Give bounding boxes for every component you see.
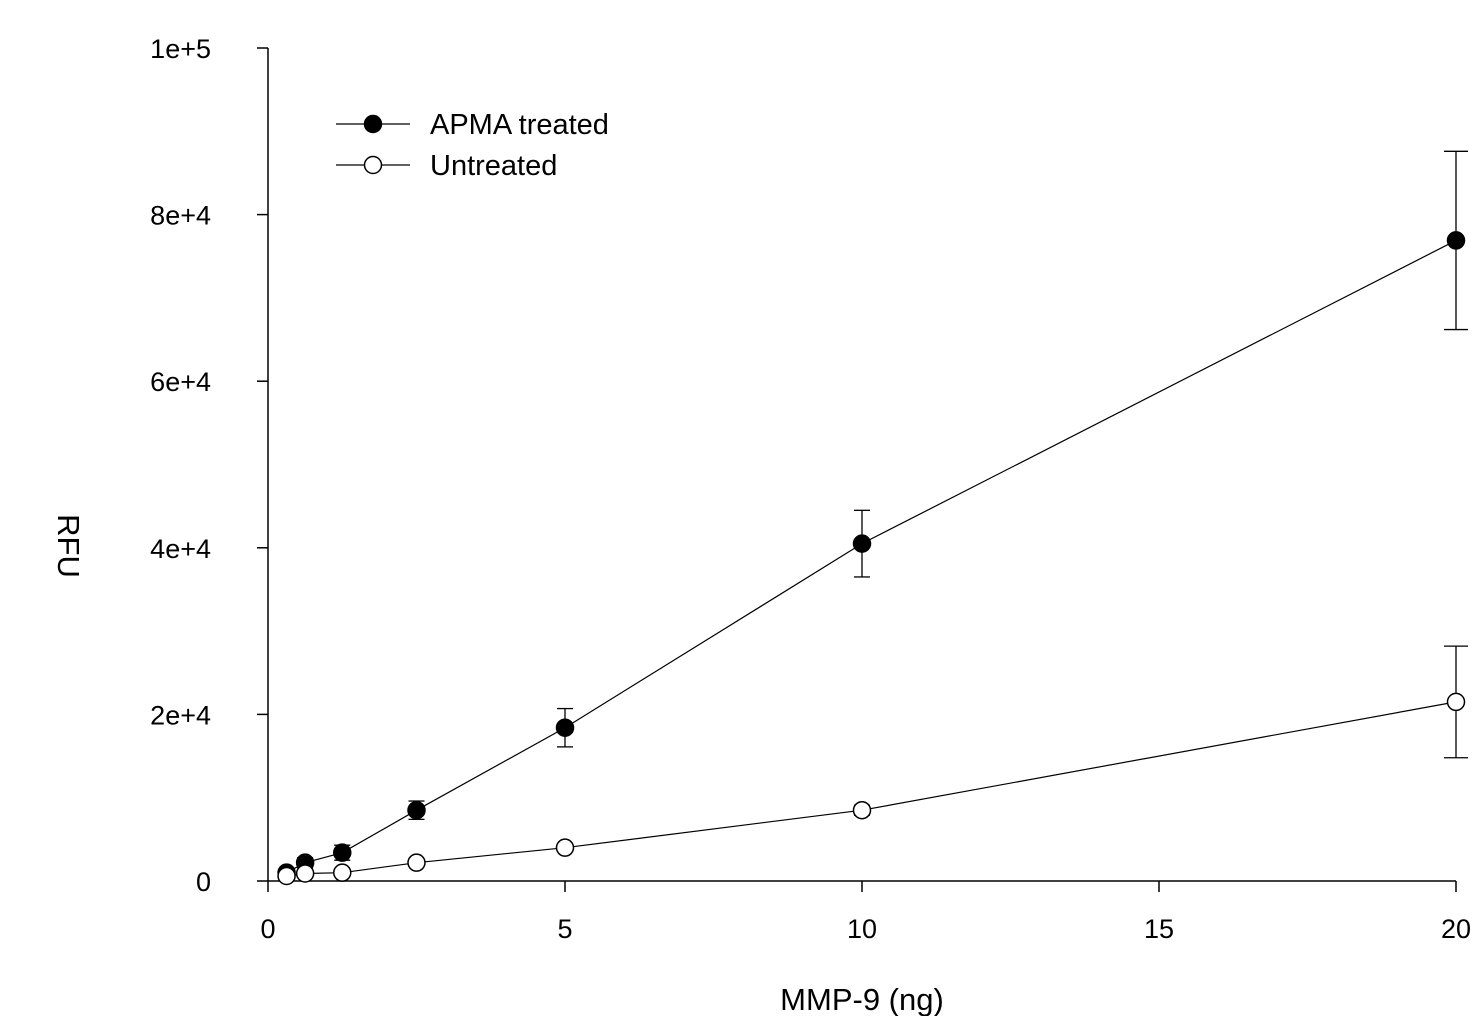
y-tick-label: 2e+4 — [150, 700, 211, 730]
data-point — [1446, 692, 1466, 712]
x-axis-title: MMP-9 (ng) — [780, 982, 944, 1016]
data-point — [333, 843, 352, 862]
x-tick-label: 15 — [1144, 914, 1174, 944]
legend-item-2: Untreated — [336, 150, 557, 182]
legend: APMA treated Untreated — [336, 109, 609, 182]
legend-marker — [363, 155, 383, 175]
x-axis-ticks: 0 5 10 15 20 — [260, 881, 1471, 944]
series-layer — [277, 150, 1468, 886]
x-tick-label: 10 — [847, 914, 877, 944]
y-axis-title: RFU — [51, 514, 86, 578]
data-point — [1446, 231, 1466, 250]
y-tick-label: 0 — [196, 867, 211, 897]
data-point — [852, 800, 872, 820]
data-point — [407, 800, 426, 820]
legend-label: Untreated — [430, 150, 557, 182]
legend-marker — [363, 114, 383, 134]
series-line — [286, 701, 1457, 877]
series-2 — [277, 645, 1468, 886]
y-tick-label: 1e+5 — [150, 34, 211, 64]
y-tick-label: 4e+4 — [150, 534, 211, 564]
legend-item-1: APMA treated — [336, 109, 609, 141]
x-tick-label: 0 — [260, 914, 275, 944]
y-tick-label: 6e+4 — [150, 367, 211, 397]
axes: 0 2e+4 4e+4 6e+4 8e+4 1e+5 0 5 10 15 20 — [150, 34, 1471, 944]
series-line — [286, 239, 1457, 874]
y-axis-ticks: 0 2e+4 4e+4 6e+4 8e+4 1e+5 — [150, 34, 268, 897]
y-tick-label: 8e+4 — [150, 201, 211, 231]
data-point — [555, 718, 575, 737]
x-tick-label: 20 — [1441, 914, 1471, 944]
data-point — [333, 863, 352, 882]
x-tick-label: 5 — [557, 914, 572, 944]
data-point — [852, 534, 872, 553]
data-point — [407, 853, 426, 872]
series-1 — [277, 150, 1468, 882]
data-point — [295, 864, 315, 883]
legend-label: APMA treated — [430, 109, 609, 141]
data-point — [555, 838, 575, 857]
data-point — [277, 866, 296, 886]
